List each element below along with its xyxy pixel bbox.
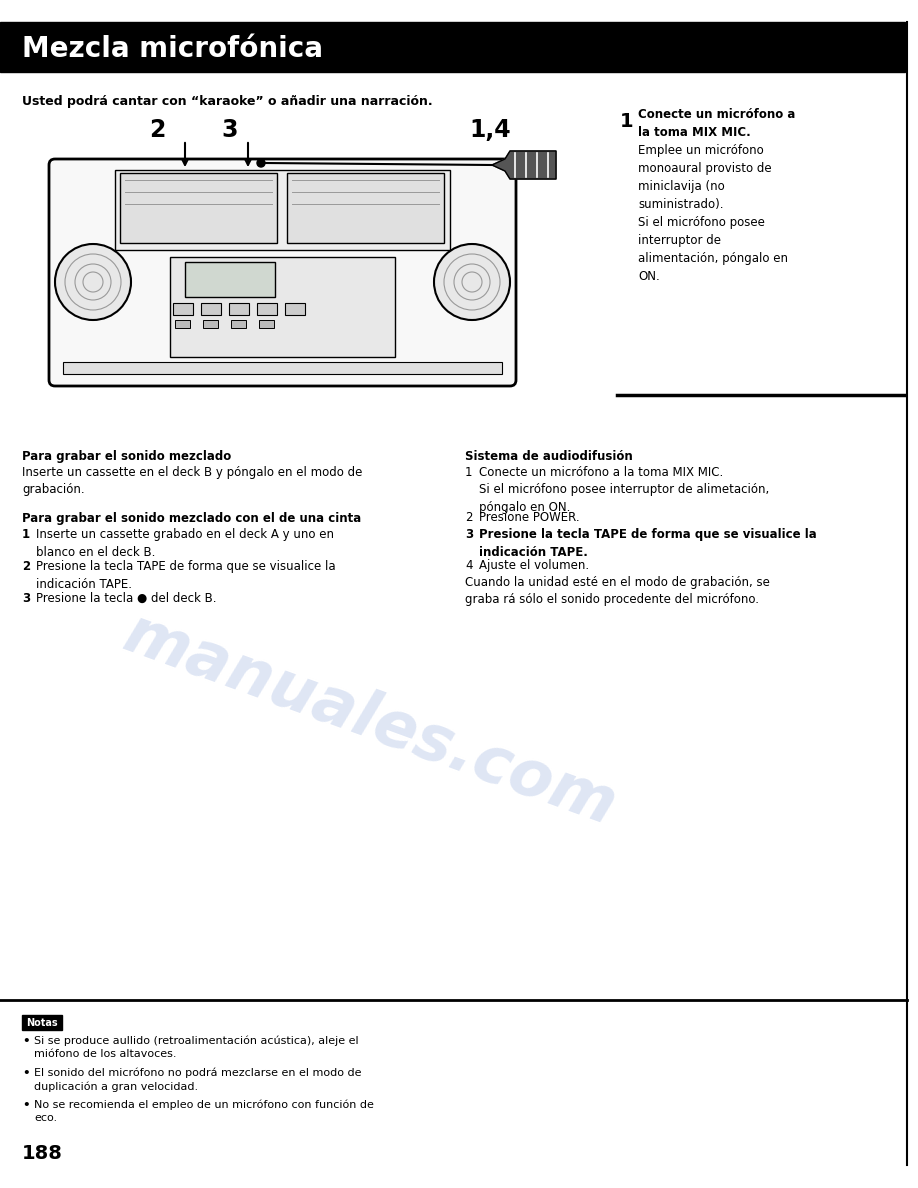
Text: Emplee un micrófono
monoaural provisto de
miniclavija (no
suministrado).
Si el m: Emplee un micrófono monoaural provisto d… — [638, 144, 788, 283]
Bar — [170, 257, 395, 358]
Text: manuales.com: manuales.com — [116, 602, 624, 838]
Text: 2: 2 — [465, 511, 473, 524]
Text: 3: 3 — [465, 527, 473, 541]
Polygon shape — [492, 151, 556, 179]
Bar — [259, 320, 274, 328]
Bar — [231, 320, 246, 328]
Text: 3: 3 — [222, 118, 239, 143]
Text: •: • — [22, 1067, 29, 1080]
Text: No se recomienda el empleo de un micrófono con función de
eco.: No se recomienda el empleo de un micrófo… — [34, 1099, 374, 1123]
Text: Presione POWER.: Presione POWER. — [479, 511, 579, 524]
Circle shape — [55, 244, 131, 320]
Text: 2: 2 — [22, 560, 30, 573]
Text: 1: 1 — [465, 466, 473, 479]
Text: 188: 188 — [22, 1144, 62, 1163]
Text: Para grabar el sonido mezclado con el de una cinta: Para grabar el sonido mezclado con el de… — [22, 512, 362, 525]
Circle shape — [257, 159, 265, 168]
Text: Presione la tecla ● del deck B.: Presione la tecla ● del deck B. — [36, 592, 217, 605]
Text: Para grabar el sonido mezclado: Para grabar el sonido mezclado — [22, 450, 231, 463]
Bar — [115, 170, 450, 249]
Bar — [229, 303, 249, 315]
Circle shape — [434, 244, 510, 320]
Text: Notas: Notas — [27, 1017, 58, 1028]
Text: Presione la tecla TAPE de forma que se visualice la
indicación TAPE.: Presione la tecla TAPE de forma que se v… — [479, 527, 817, 558]
Bar — [175, 320, 190, 328]
Bar — [63, 362, 502, 374]
Text: Mezcla microfónica: Mezcla microfónica — [22, 34, 323, 63]
Bar — [287, 173, 444, 244]
Text: Sistema de audiodifusión: Sistema de audiodifusión — [465, 450, 633, 463]
Bar — [203, 320, 218, 328]
Text: El sonido del micrófono no podrá mezclarse en el modo de
duplicación a gran velo: El sonido del micrófono no podrá mezclar… — [34, 1067, 362, 1092]
Text: Inserte un cassette grabado en el deck A y uno en
blanco en el deck B.: Inserte un cassette grabado en el deck A… — [36, 527, 334, 558]
Bar — [257, 303, 277, 315]
Text: 1,4: 1,4 — [469, 118, 510, 143]
FancyBboxPatch shape — [49, 159, 516, 386]
Text: Usted podrá cantar con “karaoke” o añadir una narración.: Usted podrá cantar con “karaoke” o añadi… — [22, 95, 432, 108]
Text: Conecte un micrófono a
la toma MIX MIC.: Conecte un micrófono a la toma MIX MIC. — [638, 108, 795, 139]
Text: Conecte un micrófono a la toma MIX MIC.
Si el micrófono posee interruptor de ali: Conecte un micrófono a la toma MIX MIC. … — [479, 466, 769, 514]
Bar — [0, 23, 905, 72]
Text: •: • — [22, 1035, 29, 1048]
Text: Ajuste el volumen.: Ajuste el volumen. — [479, 560, 589, 571]
Text: 3: 3 — [22, 592, 30, 605]
Text: 4: 4 — [465, 560, 473, 571]
Text: Cuando la unidad esté en el modo de grabación, se
graba rá sólo el sonido proced: Cuando la unidad esté en el modo de grab… — [465, 576, 770, 607]
Text: Si se produce aullido (retroalimentación acústica), aleje el
miófono de los alta: Si se produce aullido (retroalimentación… — [34, 1035, 359, 1059]
Bar — [201, 303, 221, 315]
Bar — [173, 303, 193, 315]
Bar — [22, 1015, 62, 1030]
Bar — [185, 263, 275, 297]
Text: 1: 1 — [22, 527, 30, 541]
Text: Presione la tecla TAPE de forma que se visualice la
indicación TAPE.: Presione la tecla TAPE de forma que se v… — [36, 560, 336, 590]
Text: 2: 2 — [149, 118, 165, 143]
Text: 1: 1 — [620, 112, 633, 131]
Text: Inserte un cassette en el deck B y póngalo en el modo de
grabación.: Inserte un cassette en el deck B y pónga… — [22, 466, 363, 497]
Bar — [120, 173, 277, 244]
Text: •: • — [22, 1099, 29, 1112]
Bar — [285, 303, 305, 315]
